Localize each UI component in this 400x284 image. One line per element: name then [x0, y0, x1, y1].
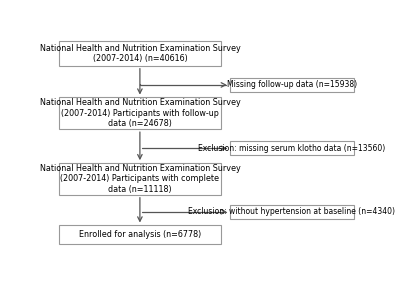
Text: Enrolled for analysis (n=6778): Enrolled for analysis (n=6778)	[79, 230, 201, 239]
Text: Exclusion: missing serum klotho data (n=13560): Exclusion: missing serum klotho data (n=…	[198, 144, 386, 153]
Text: National Health and Nutrition Examination Survey
(2007-2014) Participants with f: National Health and Nutrition Examinatio…	[40, 99, 240, 128]
FancyBboxPatch shape	[59, 225, 220, 244]
FancyBboxPatch shape	[59, 97, 220, 129]
Text: Exclusion: without hypertension at baseline (n=4340): Exclusion: without hypertension at basel…	[188, 207, 395, 216]
FancyBboxPatch shape	[59, 163, 220, 195]
FancyBboxPatch shape	[230, 205, 354, 219]
FancyBboxPatch shape	[230, 78, 354, 92]
Text: National Health and Nutrition Examination Survey
(2007-2014) Participants with c: National Health and Nutrition Examinatio…	[40, 164, 240, 194]
Text: Missing follow-up data (n=15938): Missing follow-up data (n=15938)	[227, 80, 357, 89]
Text: National Health and Nutrition Examination Survey
(2007-2014) (n=40616): National Health and Nutrition Examinatio…	[40, 43, 240, 63]
FancyBboxPatch shape	[59, 41, 220, 66]
FancyBboxPatch shape	[230, 141, 354, 155]
